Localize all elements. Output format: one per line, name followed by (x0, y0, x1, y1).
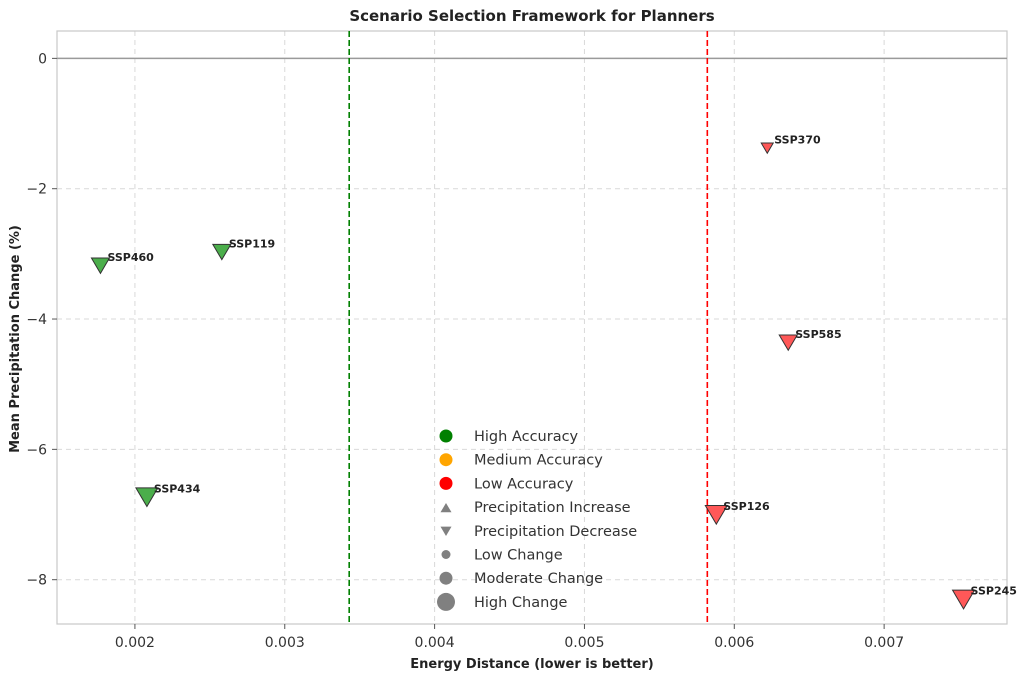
data-point-ssp119 (211, 243, 232, 261)
plot-frame (56, 30, 1008, 625)
legend-marker-low-accuracy (439, 476, 453, 490)
data-point-ssp460 (90, 257, 111, 275)
legend-marker-moderate-change (439, 571, 453, 585)
chart-title: Scenario Selection Framework for Planner… (349, 7, 714, 25)
y-tick-label: −6 (26, 442, 47, 458)
legend-label-high-change: High Change (474, 595, 568, 611)
data-label-ssp434: SSP434 (154, 482, 201, 495)
x-tick-label: 0.004 (415, 635, 455, 651)
data-label-ssp126: SSP126 (723, 500, 770, 513)
x-tick-label: 0.002 (115, 635, 155, 651)
y-tick-label: 0 (38, 51, 47, 67)
data-point-ssp585 (778, 334, 799, 352)
legend-label-low-accuracy: Low Accuracy (474, 476, 574, 492)
legend-marker-precipitation-decrease (440, 526, 452, 536)
data-label-ssp585: SSP585 (795, 328, 841, 341)
legend-marker-high-change (437, 592, 455, 611)
legend-label-precipitation-increase: Precipitation Increase (474, 500, 631, 516)
legend-label-low-change: Low Change (474, 548, 563, 564)
data-label-ssp245: SSP245 (971, 585, 1017, 598)
x-axis-title: Energy Distance (lower is better) (410, 657, 653, 672)
y-tick-label: −4 (26, 312, 47, 328)
plot-area-border (56, 30, 1008, 625)
data-label-ssp119: SSP119 (229, 237, 275, 250)
legend-marker-precipitation-increase (440, 502, 452, 513)
data-points: SSP460 SSP119 SSP434 SSP370 SSP585 SSP126 SSP2… (90, 134, 1017, 610)
data-label-ssp460: SSP460 (107, 251, 154, 264)
legend-label-precipitation-decrease: Precipitation Decrease (474, 524, 637, 540)
y-tick-label: −8 (26, 573, 47, 589)
data-point-ssp245 (951, 589, 976, 610)
data-label-ssp370: SSP370 (774, 134, 821, 147)
x-tick-label: 0.007 (864, 635, 904, 651)
y-tick-label: −2 (26, 182, 47, 198)
x-tick-label: 0.005 (564, 635, 604, 651)
legend-marker-high-accuracy (439, 429, 453, 443)
legend-label-medium-accuracy: Medium Accuracy (474, 453, 603, 469)
legend-label-moderate-change: Moderate Change (474, 571, 603, 587)
data-point-ssp370 (760, 142, 775, 155)
x-tick-label: 0.006 (714, 635, 754, 651)
y-axis-title: Mean Precipitation Change (%) (8, 225, 23, 453)
axis-ticks: 0.002 0.003 0.004 0.005 0.006 0.007 0 −2 −4 −6 −8 (26, 51, 904, 651)
reference-lines (57, 31, 1007, 624)
legend: High Accuracy Medium Accuracy Low Accuracy… (437, 429, 637, 611)
legend-label-high-accuracy: High Accuracy (474, 429, 579, 445)
x-tick-label: 0.003 (265, 635, 305, 651)
data-point-ssp434 (135, 487, 159, 508)
legend-marker-low-change (441, 550, 451, 559)
legend-marker-medium-accuracy (439, 453, 453, 467)
data-point-ssp126 (704, 504, 729, 526)
